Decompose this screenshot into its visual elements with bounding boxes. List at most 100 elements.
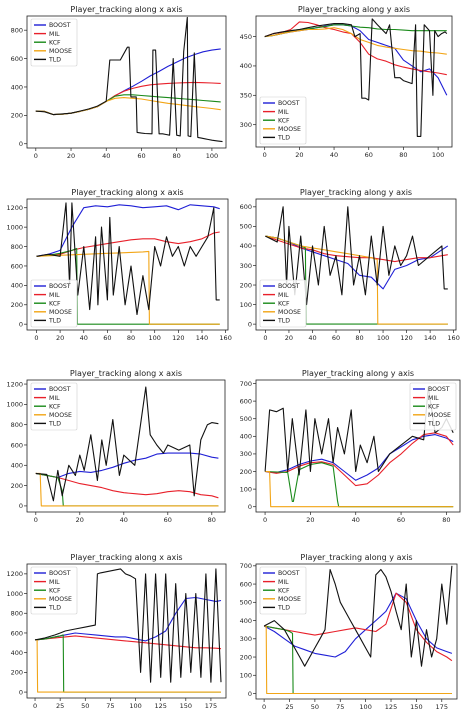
- legend-label: KCF: [428, 403, 440, 410]
- x-tick-label: 0: [34, 516, 38, 524]
- x-tick-label: 140: [424, 334, 436, 342]
- legend-label: MOOSE: [278, 309, 301, 316]
- x-tick-label: 160: [219, 334, 231, 342]
- series-line-tld: [34, 568, 222, 683]
- x-tick-label: 60: [103, 334, 111, 342]
- plot-frame: [26, 198, 229, 331]
- x-tick-label: 60: [164, 516, 172, 524]
- legend-label: MIL: [49, 31, 60, 38]
- series-line-tld: [35, 16, 223, 143]
- legend-label: MIL: [49, 579, 60, 586]
- y-tick-label: 1200: [6, 204, 23, 212]
- series-line-mil: [264, 21, 447, 76]
- chart-title: Player_tracking along y axis: [300, 188, 412, 197]
- legend-label: BOOST: [49, 283, 71, 290]
- x-tick-label: 175: [205, 702, 217, 710]
- x-tick-label: 125: [154, 702, 166, 710]
- legend-box: [30, 18, 78, 67]
- y-tick-label: 400: [11, 462, 23, 470]
- x-tick-label: 120: [172, 334, 184, 342]
- y-tick-label: 500: [240, 223, 252, 231]
- legend-label: BOOST: [49, 570, 71, 577]
- legend-label: TLD: [277, 318, 290, 325]
- legend-label: KCF: [278, 117, 290, 124]
- legend-label: MOOSE: [49, 309, 72, 316]
- series-line-boost: [34, 596, 222, 642]
- x-tick-label: 60: [365, 151, 373, 159]
- x-tick-label: 40: [120, 516, 128, 524]
- y-tick-label: 100: [240, 485, 252, 493]
- chart-title: Player_tracking along y axis: [300, 553, 412, 562]
- series-line-boost: [263, 592, 453, 658]
- legend-label: MIL: [49, 395, 60, 402]
- chart-panel-7: Player_tracking along x axis 0 25 50 75 100 12…: [6, 553, 227, 710]
- series-line-mil: [265, 235, 448, 263]
- x-tick-label: 40: [330, 151, 338, 159]
- series-line-tld: [264, 18, 448, 137]
- series-line-mil: [35, 472, 219, 499]
- y-tick-label: 200: [11, 669, 23, 677]
- x-tick-label: 80: [399, 151, 407, 159]
- x-tick-label: 0: [263, 334, 267, 342]
- legend-label: MOOSE: [49, 412, 72, 419]
- x-tick-label: 40: [352, 516, 360, 524]
- plot-frame: [26, 15, 227, 149]
- x-tick-label: 120: [400, 334, 412, 342]
- legend-label: KCF: [49, 403, 61, 410]
- y-tick-label: 0: [19, 140, 23, 148]
- y-tick-label: 200: [240, 281, 252, 289]
- chart-title: Player_tracking along x axis: [70, 5, 182, 14]
- legend-label: BOOST: [49, 22, 71, 29]
- x-tick-label: 125: [385, 703, 397, 711]
- x-tick-label: 160: [447, 334, 459, 342]
- x-tick-label: 20: [76, 516, 84, 524]
- x-tick-label: 100: [377, 334, 389, 342]
- y-tick-label: 800: [11, 421, 23, 429]
- y-tick-label: 400: [240, 62, 252, 70]
- legend-label: MIL: [428, 395, 439, 402]
- y-tick-label: 100: [240, 301, 252, 309]
- series-line-boost: [264, 24, 448, 96]
- x-tick-label: 150: [410, 703, 422, 711]
- x-tick-label: 175: [436, 703, 448, 711]
- legend-label: KCF: [49, 587, 61, 594]
- legend-label: TLD: [48, 605, 61, 612]
- y-tick-label: 200: [240, 468, 252, 476]
- x-tick-label: 100: [148, 334, 160, 342]
- x-tick-label: 0: [262, 703, 266, 711]
- x-tick-label: 20: [56, 334, 64, 342]
- y-tick-label: 0: [19, 502, 23, 510]
- chart-panel-1: Player_tracking along x axis 0 20 40 60 80 100…: [11, 5, 227, 160]
- legend-box: [30, 566, 78, 615]
- legend-label: MIL: [278, 292, 289, 299]
- y-tick-label: 200: [11, 482, 23, 490]
- series-line-mil: [34, 635, 222, 650]
- y-tick-label: 400: [240, 433, 252, 441]
- series-line-tld: [36, 202, 220, 316]
- y-tick-label: 200: [240, 653, 252, 661]
- x-tick-label: 20: [306, 516, 314, 524]
- y-tick-label: 800: [11, 610, 23, 618]
- legend-label: MOOSE: [278, 126, 301, 133]
- series-line-moose: [265, 235, 448, 325]
- plot-frame: [26, 563, 227, 699]
- plot-frame: [255, 379, 461, 513]
- legend-label: MOOSE: [278, 596, 301, 603]
- series-line-moose: [35, 97, 221, 116]
- x-tick-label: 80: [442, 516, 450, 524]
- legend-box: [30, 279, 78, 328]
- x-tick-label: 80: [127, 334, 135, 342]
- legend-label: TLD: [277, 605, 290, 612]
- x-tick-label: 0: [263, 151, 267, 159]
- x-tick-label: 75: [336, 703, 344, 711]
- x-tick-label: 100: [206, 152, 218, 160]
- y-tick-label: 350: [240, 92, 252, 100]
- series-line-tld: [263, 565, 453, 667]
- legend-box: [30, 382, 78, 431]
- legend-label: KCF: [278, 587, 290, 594]
- x-tick-label: 100: [432, 151, 444, 159]
- x-tick-label: 20: [285, 334, 293, 342]
- chart-panel-3: Player_tracking along x axis 0 20 40 60 80 100…: [6, 188, 231, 342]
- legend-label: BOOST: [278, 570, 300, 577]
- y-tick-label: 300: [240, 262, 252, 270]
